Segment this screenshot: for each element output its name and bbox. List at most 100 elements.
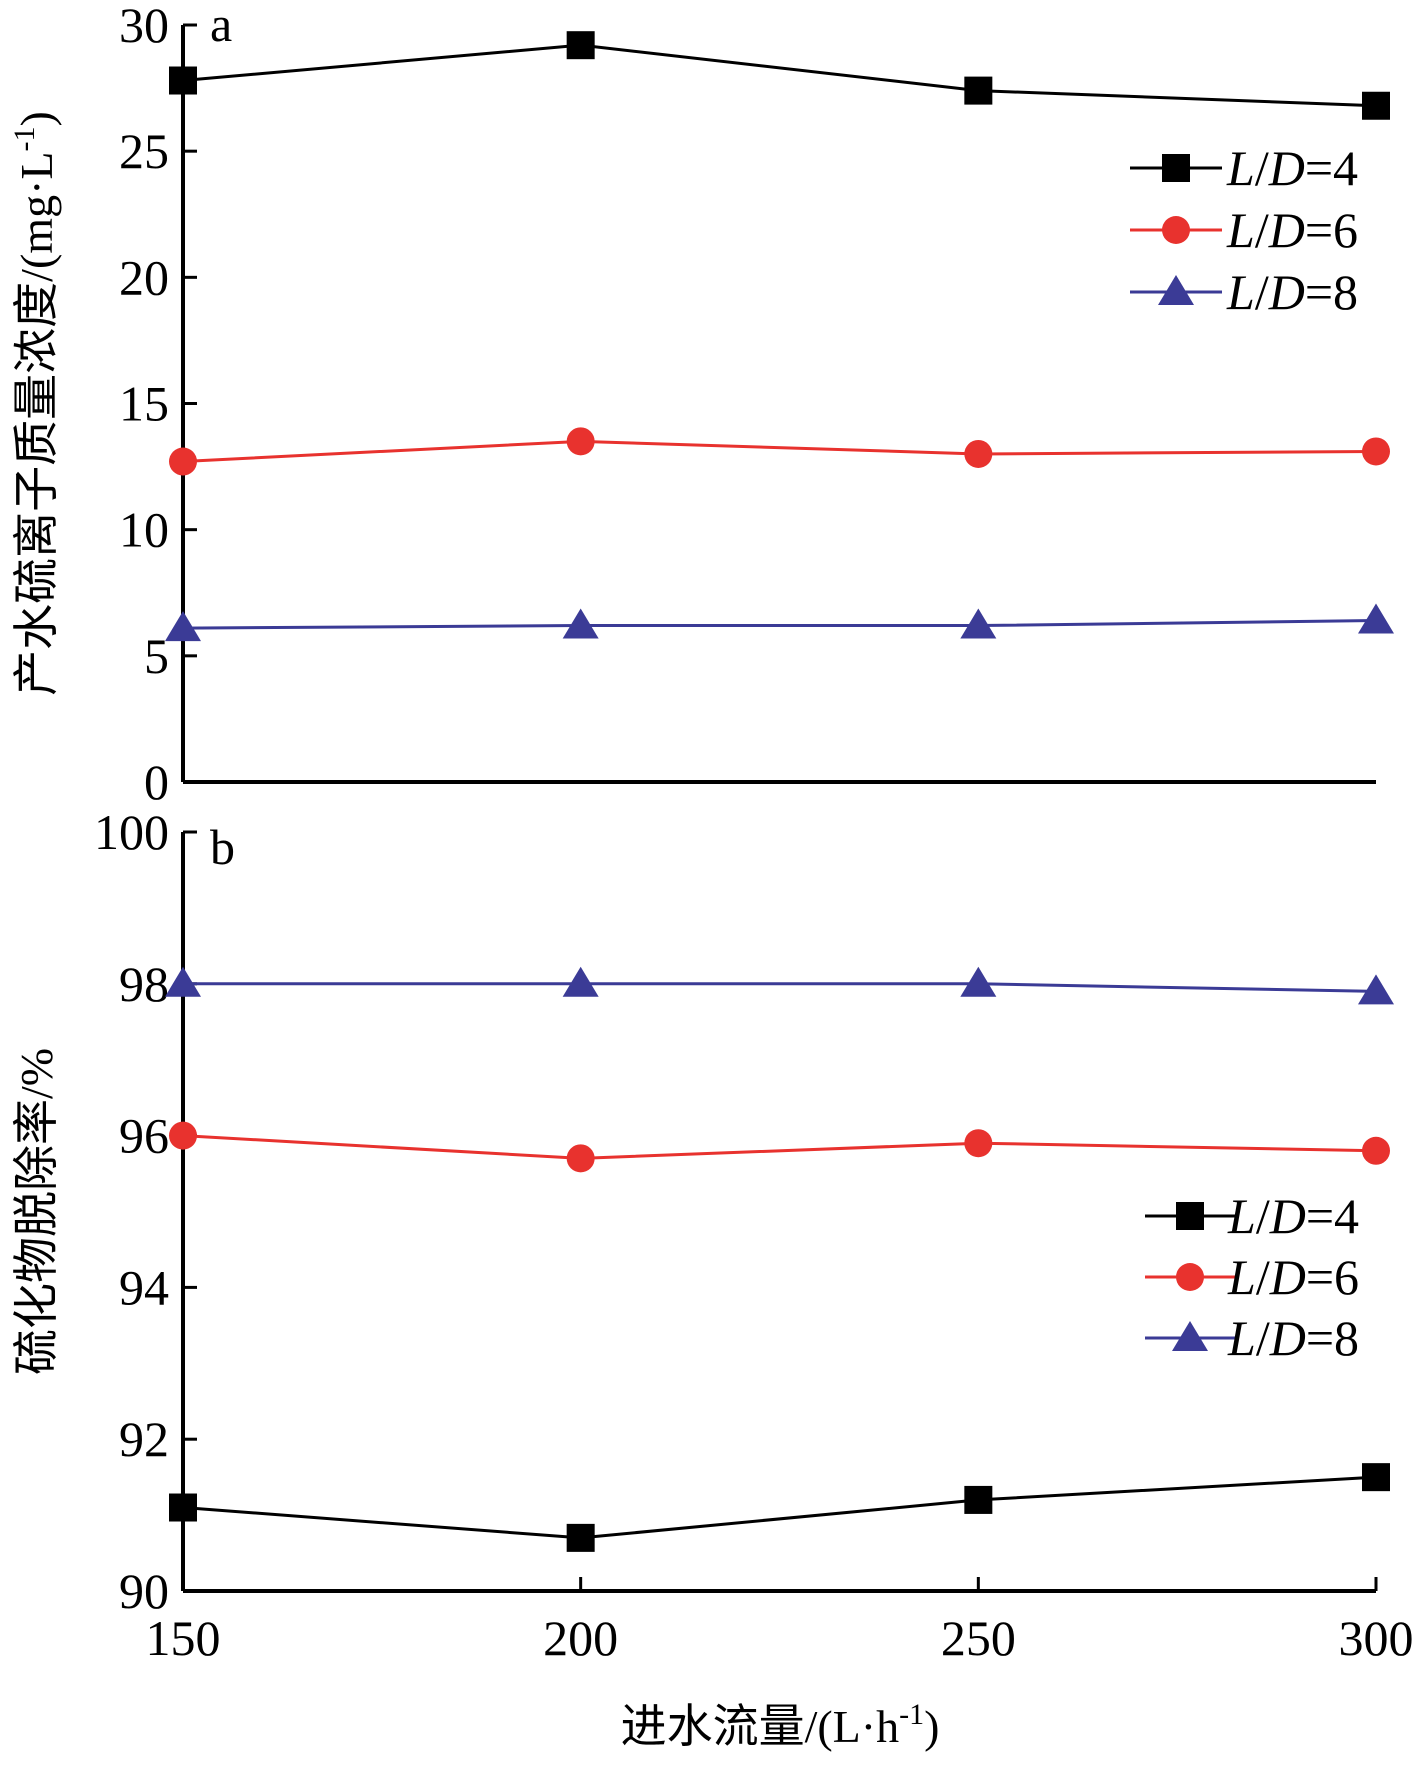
y-tick-label-a: 15 <box>119 376 169 432</box>
data-point-b-3-4 <box>1358 974 1394 1005</box>
series-line-b-1 <box>182 1475 1377 1540</box>
x-tick-label-b: 300 <box>1339 1610 1414 1666</box>
legend-label-slash: / <box>1256 1310 1270 1366</box>
legend-label-a: L/D=4 <box>1226 140 1358 196</box>
legend-label-d: D <box>1268 264 1305 320</box>
data-point-a-3-3 <box>960 608 997 639</box>
x-tick-label-b: 250 <box>941 1610 1016 1666</box>
y-tick-label-b: 92 <box>119 1411 169 1467</box>
legend-label-slash: / <box>1256 1249 1270 1305</box>
y-tick-label-a: 25 <box>119 123 169 179</box>
series-line-a-1 <box>182 43 1377 108</box>
data-point-a-2-4 <box>1362 437 1390 466</box>
data-point-b-2-2 <box>566 1144 595 1173</box>
legend-label-eq: =8 <box>1305 264 1358 320</box>
legend-label-b: L/D=6 <box>1227 1249 1359 1305</box>
x-axis-title-main: 进水流量/(L·h <box>621 1701 900 1752</box>
y-tick-label-a: 0 <box>144 754 169 810</box>
x-axis-title-sup: -1 <box>899 1698 924 1731</box>
legend-label-l: L <box>1227 1249 1256 1305</box>
x-tick-label-b: 150 <box>146 1610 221 1666</box>
y-tick-label-a: 30 <box>119 0 169 53</box>
y-axis-title-main: 产水硫离子质量浓度/(mg·L <box>11 152 62 696</box>
data-point-b-3-3 <box>960 966 997 997</box>
data-point-a-3-1 <box>165 611 201 642</box>
y-tick-label-a: 5 <box>144 628 169 684</box>
data-point-b-1-4 <box>1362 1463 1390 1492</box>
x-axis-title-close: ) <box>924 1701 939 1752</box>
y-tick-label-a: 10 <box>119 502 169 558</box>
x-tick-label-b: 200 <box>543 1610 618 1666</box>
legend-label-b: L/D=8 <box>1227 1310 1359 1366</box>
legend-label-d: D <box>1268 140 1305 196</box>
legend-label-l: L <box>1227 1310 1256 1366</box>
legend-label-eq: =4 <box>1305 140 1358 196</box>
legend-label-eq: =4 <box>1306 1188 1359 1244</box>
legend-marker-a <box>1162 154 1190 182</box>
legend-label-l: L <box>1226 140 1255 196</box>
y-axis-title-a: 产水硫离子质量浓度/(mg·L-1) <box>8 111 62 696</box>
data-point-a-2-2 <box>566 427 595 456</box>
data-point-a-3-2 <box>562 608 599 639</box>
legend-label-eq: =6 <box>1306 1249 1359 1305</box>
y-tick-label-b: 98 <box>119 956 169 1012</box>
y-tick-label-b: 100 <box>94 804 169 860</box>
data-point-b-2-3 <box>964 1129 993 1158</box>
data-point-b-1-1 <box>169 1493 197 1522</box>
panel-label-a: a <box>210 0 232 52</box>
data-point-a-1-4 <box>1362 91 1390 120</box>
legend-label-l: L <box>1226 202 1255 258</box>
panel-label-b: b <box>210 819 235 875</box>
data-point-b-3-1 <box>165 966 201 997</box>
legend-marker-a <box>1158 275 1194 305</box>
y-tick-label-a: 20 <box>119 249 169 305</box>
legend-label-eq: =8 <box>1306 1310 1359 1366</box>
series-line-b-3 <box>183 982 1377 993</box>
data-point-b-1-2 <box>566 1523 595 1552</box>
legend-marker-b <box>1176 1263 1204 1291</box>
y-tick-label-b: 94 <box>119 1259 169 1315</box>
y-axis-title-close: ) <box>11 111 62 126</box>
legend-label-l: L <box>1226 264 1255 320</box>
legend-label-slash: / <box>1255 202 1269 258</box>
legend-b: L/D=4L/D=6L/D=8 <box>1145 1188 1359 1366</box>
data-point-a-1-2 <box>566 31 595 60</box>
legend-label-a: L/D=8 <box>1226 264 1358 320</box>
y-axis-title-b: 硫化物脱除率/% <box>11 1048 62 1375</box>
data-point-b-3-2 <box>562 966 599 997</box>
legend-label-a: L/D=6 <box>1226 202 1358 258</box>
y-axis-title-main: 硫化物脱除率/% <box>11 1048 62 1375</box>
legend-marker-b <box>1176 1202 1204 1230</box>
legend-label-d: D <box>1269 1249 1306 1305</box>
y-tick-label-b: 90 <box>119 1563 169 1619</box>
data-point-a-3-4 <box>1358 603 1394 634</box>
data-point-b-2-4 <box>1362 1136 1390 1165</box>
legend-marker-b <box>1172 1321 1208 1351</box>
legend-label-l: L <box>1227 1188 1256 1244</box>
data-point-b-2-1 <box>169 1121 197 1150</box>
y-axis-title-sup: -1 <box>8 127 41 152</box>
legend-label-d: D <box>1269 1310 1306 1366</box>
series-line-b-2 <box>182 1134 1377 1160</box>
x-axis-title: 进水流量/(L·h-1) <box>621 1698 940 1752</box>
data-point-a-2-3 <box>964 439 993 468</box>
legend-a: L/D=4L/D=6L/D=8 <box>1130 140 1358 320</box>
legend-label-d: D <box>1269 1188 1306 1244</box>
legend-marker-a <box>1162 216 1190 244</box>
legend-label-eq: =6 <box>1305 202 1358 258</box>
series-line-a-3 <box>182 619 1377 630</box>
data-point-a-1-3 <box>964 76 993 105</box>
data-point-a-1-1 <box>169 66 197 95</box>
data-point-b-1-3 <box>964 1485 993 1514</box>
y-tick-label-b: 96 <box>119 1108 169 1164</box>
data-point-a-2-1 <box>169 447 197 476</box>
legend-label-slash: / <box>1255 264 1269 320</box>
series-line-a-2 <box>182 439 1377 464</box>
legend-label-slash: / <box>1255 140 1269 196</box>
legend-label-slash: / <box>1256 1188 1270 1244</box>
legend-label-d: D <box>1268 202 1305 258</box>
